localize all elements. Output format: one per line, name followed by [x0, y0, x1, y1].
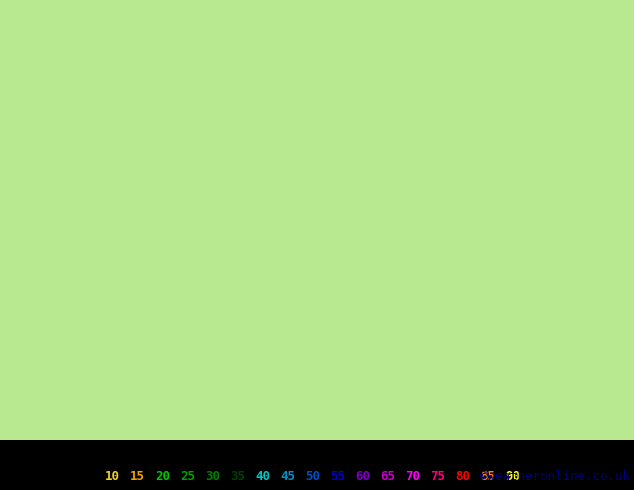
Text: 70: 70 — [405, 469, 420, 483]
Text: 40: 40 — [255, 469, 270, 483]
Text: 15: 15 — [130, 469, 145, 483]
Text: 50: 50 — [305, 469, 320, 483]
Text: 60: 60 — [355, 469, 370, 483]
Text: 75: 75 — [430, 469, 445, 483]
Text: ©weatheronline.co.uk: ©weatheronline.co.uk — [480, 469, 630, 483]
Text: 80: 80 — [455, 469, 470, 483]
Text: 90: 90 — [505, 469, 520, 483]
Text: Mo 27-05-2024 06:00 UTC (06+48): Mo 27-05-2024 06:00 UTC (06+48) — [399, 447, 632, 461]
Text: 35: 35 — [230, 469, 245, 483]
Text: 85: 85 — [480, 469, 495, 483]
Text: 65: 65 — [380, 469, 395, 483]
Text: 25: 25 — [180, 469, 195, 483]
Text: Surface pressure [hPa] ECMWF: Surface pressure [hPa] ECMWF — [2, 447, 212, 461]
Text: 55: 55 — [330, 469, 345, 483]
Text: Isotachs 10m (km/h): Isotachs 10m (km/h) — [2, 469, 152, 483]
Text: 10: 10 — [105, 469, 120, 483]
Text: 30: 30 — [205, 469, 220, 483]
Text: 20: 20 — [155, 469, 170, 483]
Text: 45: 45 — [280, 469, 295, 483]
